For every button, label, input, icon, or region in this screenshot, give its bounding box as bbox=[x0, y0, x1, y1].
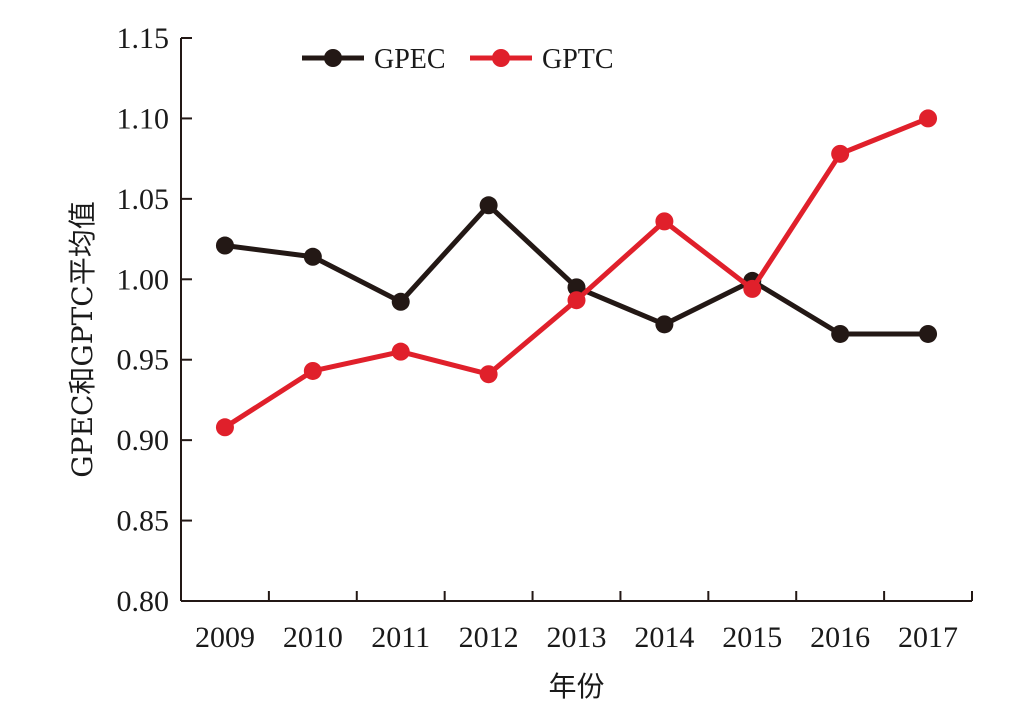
legend-item-gptc: GPTC bbox=[470, 44, 614, 75]
legend: GPEC GPTC bbox=[302, 44, 614, 75]
y-tick-label: 1.15 bbox=[117, 22, 170, 55]
y-tick-label: 0.80 bbox=[117, 585, 170, 618]
x-tick-label: 2017 bbox=[898, 621, 958, 654]
y-tick-label: 1.00 bbox=[117, 263, 170, 296]
data-point bbox=[215, 236, 234, 255]
data-point bbox=[919, 109, 938, 128]
series-gpec bbox=[215, 196, 938, 343]
data-point bbox=[391, 342, 410, 361]
x-tick-label: 2015 bbox=[722, 621, 782, 654]
series-line bbox=[224, 202, 929, 337]
x-tick-label: 2009 bbox=[195, 621, 255, 654]
x-ticks: 2009 2010 2011 2012 2013 2014 2015 2016 2017 bbox=[195, 591, 973, 654]
data-point bbox=[479, 365, 498, 384]
data-point bbox=[391, 292, 410, 311]
legend-swatch-marker bbox=[324, 49, 342, 67]
y-ticks: 0.80 0.85 0.90 0.95 1.00 1.05 1.10 1.15 bbox=[117, 22, 192, 618]
data-point bbox=[831, 144, 850, 163]
data-point bbox=[567, 278, 586, 297]
legend-label: GPEC bbox=[374, 44, 446, 75]
x-tick-label: 2011 bbox=[371, 621, 430, 654]
data-point bbox=[831, 324, 850, 343]
y-tick-label: 1.05 bbox=[117, 183, 170, 216]
axes: 0.80 0.85 0.90 0.95 1.00 1.05 1.10 1.15 2009 201… bbox=[117, 22, 973, 654]
data-point bbox=[567, 291, 586, 310]
x-tick-label: 2014 bbox=[634, 621, 694, 654]
x-tick-label: 2012 bbox=[459, 621, 519, 654]
legend-swatch-marker bbox=[492, 49, 510, 67]
data-point bbox=[215, 418, 234, 437]
data-point bbox=[743, 279, 762, 298]
y-axis-title: GPEC和GPTC平均值 bbox=[66, 201, 99, 477]
x-tick-label: 2010 bbox=[283, 621, 343, 654]
series-layer bbox=[215, 109, 938, 437]
y-tick-label: 0.85 bbox=[117, 505, 170, 538]
legend-item-gpec: GPEC bbox=[302, 44, 446, 75]
data-point bbox=[655, 315, 674, 334]
data-point bbox=[303, 247, 322, 266]
series-line bbox=[223, 116, 929, 430]
x-tick-label: 2013 bbox=[547, 621, 607, 654]
x-axis-title: 年份 bbox=[548, 670, 604, 703]
legend-label: GPTC bbox=[542, 44, 614, 75]
y-tick-label: 1.10 bbox=[117, 102, 170, 135]
data-point bbox=[919, 324, 938, 343]
data-point bbox=[655, 212, 674, 231]
x-tick-label: 2016 bbox=[810, 621, 870, 654]
series-gptc bbox=[215, 109, 938, 437]
data-point bbox=[479, 196, 498, 215]
data-point bbox=[303, 361, 322, 380]
y-tick-label: 0.90 bbox=[117, 424, 170, 457]
y-tick-label: 0.95 bbox=[117, 344, 170, 377]
